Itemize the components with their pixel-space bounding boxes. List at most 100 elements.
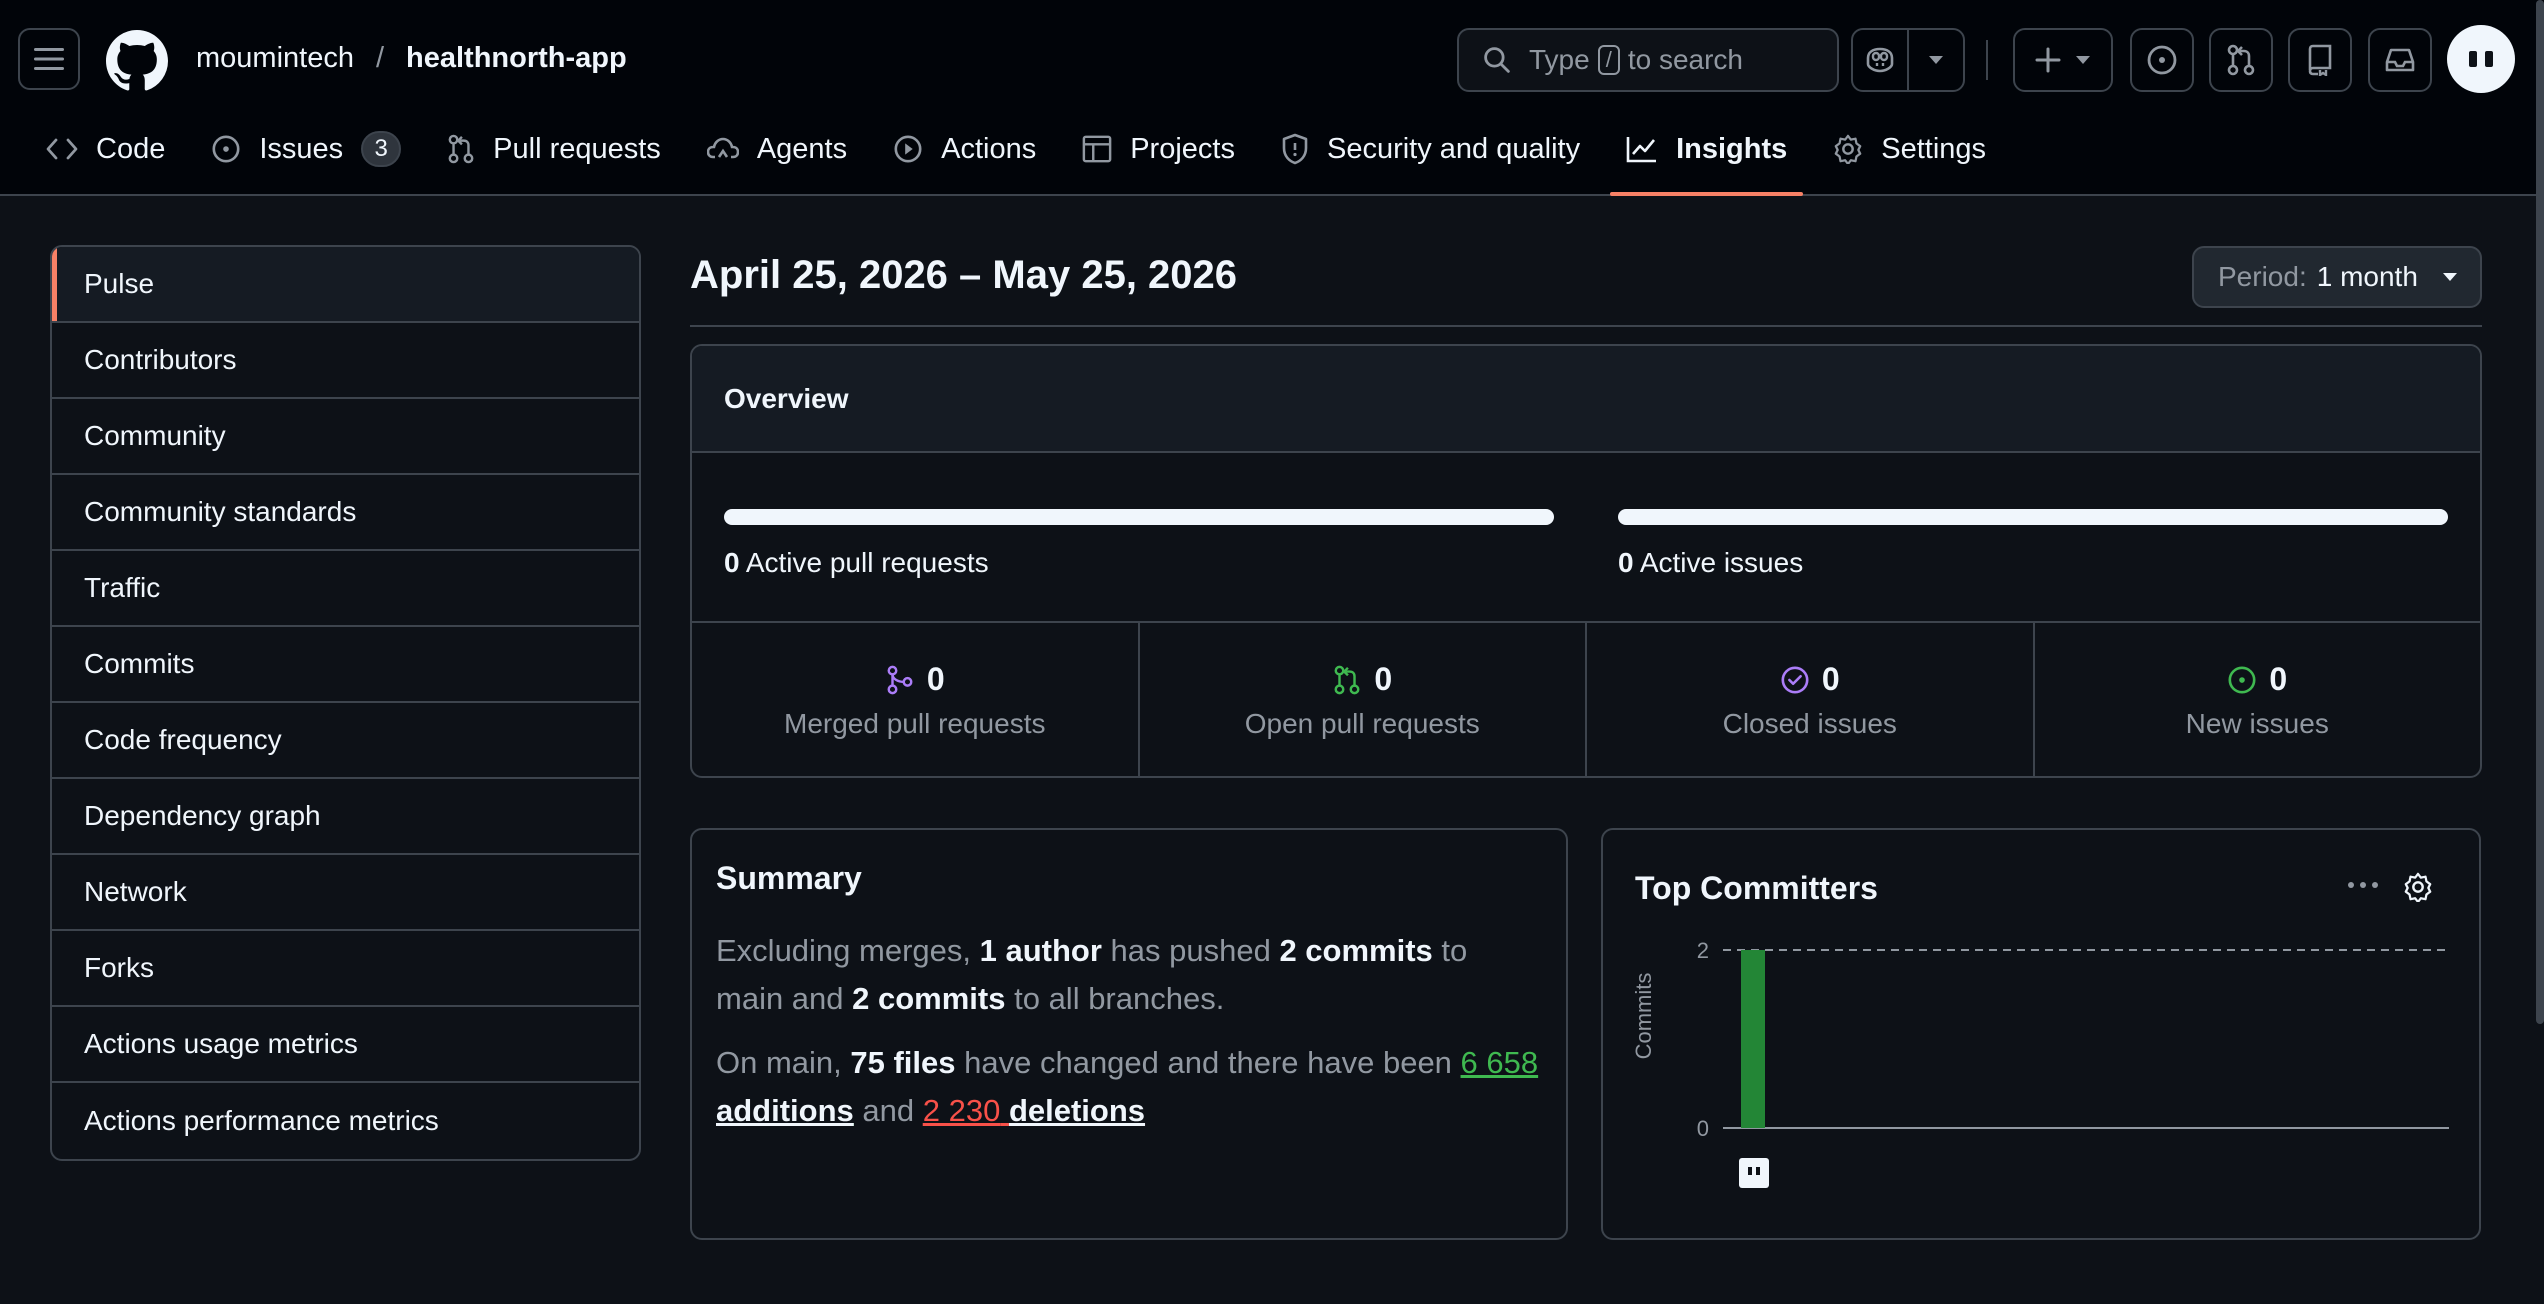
chart-y-axis-label: Commits xyxy=(1631,973,1656,1060)
overview-bars: 0 Active pull requests 0 Active issues xyxy=(692,453,2480,623)
stat-count: 0 xyxy=(1374,661,1393,697)
committer-avatar xyxy=(1739,1158,1769,1188)
stat-count: 0 xyxy=(926,661,945,697)
summary-text: has pushed xyxy=(1101,933,1280,968)
active-issues-link[interactable]: 0 Active issues xyxy=(1618,547,1803,579)
git-pull-request-icon xyxy=(447,134,475,164)
summary-author-count: 1 author xyxy=(979,933,1102,968)
search-input[interactable]: Type / to search xyxy=(1457,28,1839,92)
stat-count: 0 xyxy=(2269,661,2288,697)
inbox-button[interactable] xyxy=(2368,28,2432,92)
page-title: April 25, 2026 – May 25, 2026 xyxy=(690,253,1238,297)
git-merge-icon xyxy=(885,665,915,695)
summary-text: to all branches. xyxy=(1005,981,1225,1016)
tab-security[interactable]: Security and quality xyxy=(1265,118,1596,180)
your-repositories-button[interactable] xyxy=(2288,28,2352,92)
summary-text: and xyxy=(853,1093,923,1128)
copilot-button[interactable] xyxy=(1853,30,1907,90)
your-pull-requests-button[interactable] xyxy=(2209,28,2273,92)
active-prs-bar xyxy=(724,509,1554,525)
summary-text: Excluding merges, xyxy=(716,933,980,968)
active-issues-count: 0 xyxy=(1618,547,1634,578)
tab-label: Security and quality xyxy=(1326,132,1581,165)
tab-agents[interactable]: Agents xyxy=(691,118,863,180)
your-issues-button[interactable] xyxy=(2130,28,2194,92)
tab-issues[interactable]: Issues 3 xyxy=(195,118,417,180)
breadcrumb-separator: / xyxy=(375,42,385,74)
sidebar-item-contributors[interactable]: Contributors xyxy=(52,323,639,399)
active-prs-link[interactable]: 0 Active pull requests xyxy=(724,547,989,579)
create-new-button[interactable] xyxy=(2013,28,2113,92)
tab-label: Pull requests xyxy=(493,132,661,165)
git-pull-request-icon xyxy=(1332,665,1362,695)
sidebar-item-actions-usage-metrics[interactable]: Actions usage metrics xyxy=(52,1007,639,1083)
deletions-count: 2 230 xyxy=(922,1093,1001,1128)
issue-opened-icon xyxy=(2227,665,2257,695)
sidebar-item-commits[interactable]: Commits xyxy=(52,627,639,703)
summary-title: Summary xyxy=(716,860,862,896)
search-icon xyxy=(1483,46,1511,74)
additions-label: additions xyxy=(716,1093,854,1128)
additions-link[interactable]: 6 658 additions xyxy=(716,1045,1538,1128)
tab-projects[interactable]: Projects xyxy=(1066,118,1251,180)
copilot-icon xyxy=(1864,46,1896,74)
top-committers-title: Top Committers xyxy=(1635,870,1878,906)
summary-changes-text: On main, 75 files have changed and there… xyxy=(716,1039,1542,1135)
open-prs-stat[interactable]: 0 Open pull requests xyxy=(1140,623,1587,776)
page-scrollbar[interactable] xyxy=(2536,0,2544,1024)
tab-label: Insights xyxy=(1676,132,1788,165)
breadcrumb: moumintech / healthnorth-app xyxy=(196,42,627,75)
stat-label: Open pull requests xyxy=(1244,708,1480,739)
repo-owner-link[interactable]: moumintech xyxy=(196,42,354,74)
hamburger-icon xyxy=(34,47,64,71)
sidebar-item-actions-performance-metrics[interactable]: Actions performance metrics xyxy=(84,1105,439,1136)
tab-settings[interactable]: Settings xyxy=(1817,118,2002,180)
committer-avatar-eye xyxy=(1756,1167,1760,1175)
summary-files-count: 75 files xyxy=(850,1045,956,1080)
kebab-horizontal-icon[interactable] xyxy=(2345,870,2381,900)
sidebar-item-network[interactable]: Network xyxy=(52,855,639,931)
sidebar-item-community-standards[interactable]: Community standards xyxy=(52,475,639,551)
github-logo-icon[interactable] xyxy=(106,30,168,92)
chart-bar xyxy=(1741,950,1765,1128)
tab-pull-requests[interactable]: Pull requests xyxy=(431,118,677,180)
merged-prs-stat[interactable]: 0 Merged pull requests xyxy=(692,623,1140,776)
stat-label: Merged pull requests xyxy=(784,708,1046,739)
deletions-link[interactable]: 2 230 deletions xyxy=(923,1093,1145,1128)
sidebar-item-dependency-graph[interactable]: Dependency graph xyxy=(52,779,639,855)
tab-label: Projects xyxy=(1130,132,1235,165)
issue-closed-icon xyxy=(1780,665,1810,695)
period-select-button[interactable]: Period: 1 month xyxy=(2192,246,2482,308)
tab-code[interactable]: Code xyxy=(30,118,181,180)
search-shortcut-key: / xyxy=(1597,45,1620,75)
agent-icon xyxy=(706,135,739,163)
sidebar-item-pulse[interactable]: Pulse xyxy=(52,247,639,323)
tab-actions[interactable]: Actions xyxy=(877,118,1052,180)
copilot-dropdown-button[interactable] xyxy=(1909,30,1963,90)
table-icon xyxy=(1082,134,1112,164)
avatar[interactable] xyxy=(2447,25,2515,93)
menu-button[interactable] xyxy=(18,28,80,90)
shield-icon xyxy=(1281,133,1309,165)
tab-insights[interactable]: Insights xyxy=(1610,118,1804,196)
sidebar-item-code-frequency[interactable]: Code frequency xyxy=(52,703,639,779)
active-prs-label: Active pull requests xyxy=(745,547,989,578)
sidebar-item-forks[interactable]: Forks xyxy=(52,931,639,1007)
sidebar-item-community[interactable]: Community xyxy=(52,399,639,475)
new-issues-stat[interactable]: 0 New issues xyxy=(2035,623,2481,776)
repo-name-link[interactable]: healthnorth-app xyxy=(406,42,627,74)
period-label: Period: xyxy=(2218,261,2307,292)
overview-panel: Overview 0 Active pull requests 0 Active… xyxy=(690,344,2482,778)
deletions-label: deletions xyxy=(1008,1093,1146,1128)
closed-issues-stat[interactable]: 0 Closed issues xyxy=(1587,623,2035,776)
tab-label: Agents xyxy=(756,132,848,165)
gear-icon[interactable] xyxy=(2403,872,2433,902)
insights-sidebar: Pulse Contributors Community Community s… xyxy=(50,245,641,1161)
tab-label: Settings xyxy=(1881,132,1987,165)
search-placeholder-prefix: Type xyxy=(1529,44,1590,75)
chart-y-tick-label: 0 xyxy=(1697,1116,1709,1141)
issue-opened-icon xyxy=(211,134,241,164)
summary-text: have changed and there have been xyxy=(955,1045,1461,1080)
sidebar-item-traffic[interactable]: Traffic xyxy=(52,551,639,627)
tab-label: Code xyxy=(96,132,166,165)
